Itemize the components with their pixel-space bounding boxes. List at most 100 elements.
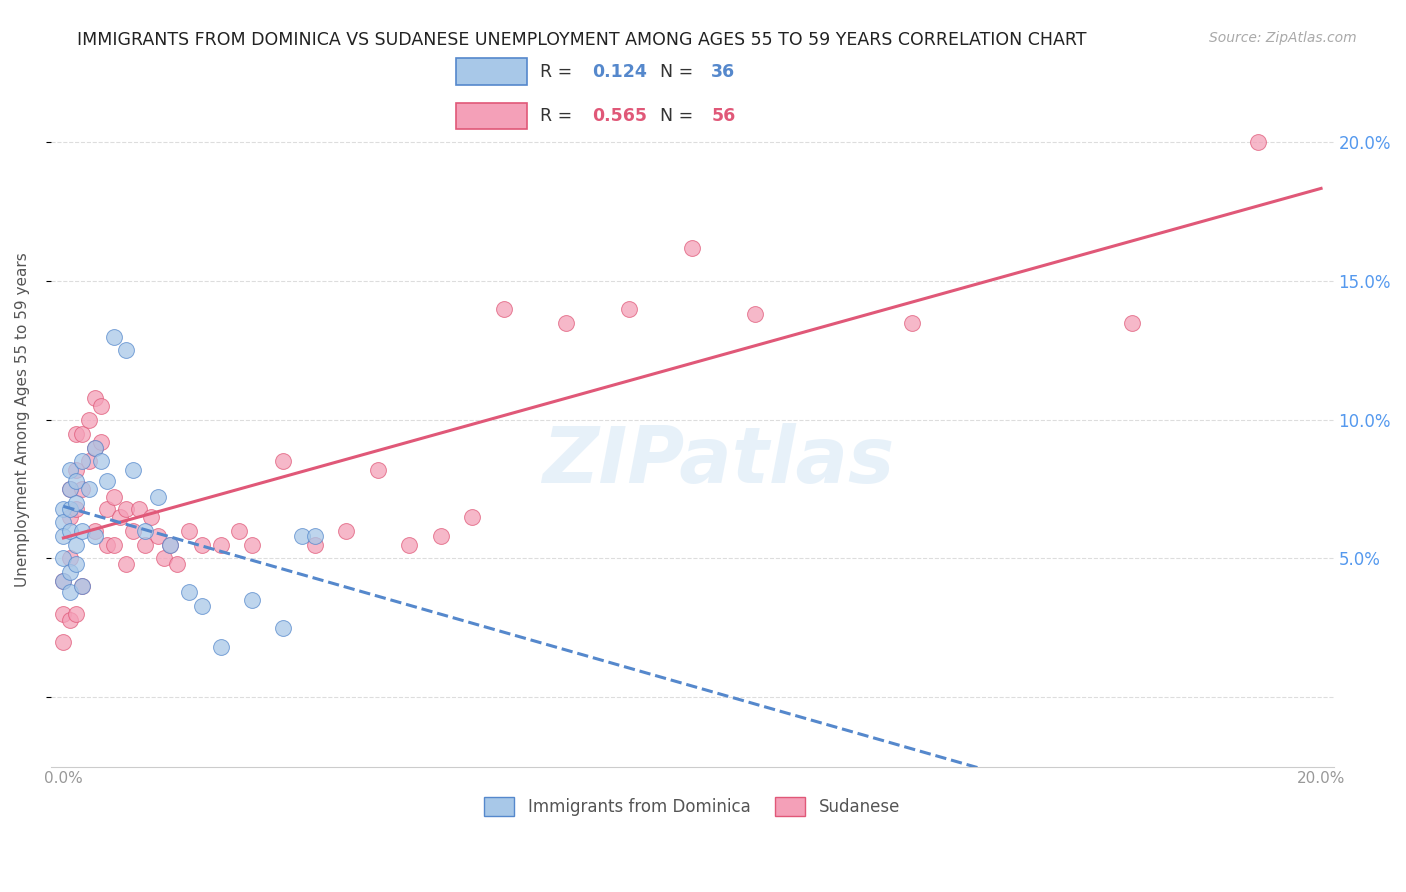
Point xyxy=(228,524,250,538)
Point xyxy=(65,426,87,441)
Point xyxy=(304,529,326,543)
Point xyxy=(179,524,201,538)
Point xyxy=(141,509,163,524)
Point xyxy=(59,584,82,599)
Text: IMMIGRANTS FROM DOMINICA VS SUDANESE UNEMPLOYMENT AMONG AGES 55 TO 59 YEARS CORR: IMMIGRANTS FROM DOMINICA VS SUDANESE UNE… xyxy=(77,31,1087,49)
Point xyxy=(146,529,169,543)
Point xyxy=(115,343,138,358)
Point xyxy=(121,524,143,538)
Text: R =: R = xyxy=(540,62,578,81)
Point xyxy=(209,640,232,655)
Text: N =: N = xyxy=(659,62,699,81)
Point xyxy=(115,501,138,516)
Text: 36: 36 xyxy=(711,62,735,81)
Point xyxy=(103,329,125,343)
Point xyxy=(72,454,94,468)
Point xyxy=(77,454,100,468)
Point xyxy=(59,524,82,538)
Point xyxy=(555,316,578,330)
Point xyxy=(461,509,484,524)
Text: Source: ZipAtlas.com: Source: ZipAtlas.com xyxy=(1209,31,1357,45)
Point xyxy=(190,538,212,552)
Point xyxy=(59,501,82,516)
Point xyxy=(77,413,100,427)
Point xyxy=(96,474,118,488)
Point xyxy=(115,557,138,571)
Point xyxy=(77,482,100,496)
Point xyxy=(1121,316,1143,330)
Point xyxy=(335,524,357,538)
Point xyxy=(83,441,105,455)
Point xyxy=(121,463,143,477)
Point xyxy=(744,307,766,321)
Point xyxy=(90,454,112,468)
Point xyxy=(190,599,212,613)
Point xyxy=(59,482,82,496)
Point xyxy=(273,454,295,468)
Point xyxy=(273,621,295,635)
Point xyxy=(146,491,169,505)
Point xyxy=(492,301,515,316)
Point xyxy=(52,551,75,566)
Point xyxy=(59,566,82,580)
FancyBboxPatch shape xyxy=(456,103,527,129)
Point xyxy=(59,509,82,524)
Point xyxy=(65,607,87,621)
FancyBboxPatch shape xyxy=(456,58,527,85)
Point xyxy=(153,551,176,566)
Point xyxy=(59,613,82,627)
Point xyxy=(128,501,150,516)
Point xyxy=(83,391,105,405)
Point xyxy=(901,316,924,330)
Point xyxy=(65,501,87,516)
Point xyxy=(619,301,641,316)
Point xyxy=(103,491,125,505)
Point xyxy=(59,482,82,496)
Point xyxy=(52,501,75,516)
Point xyxy=(83,524,105,538)
Point xyxy=(59,463,82,477)
Point xyxy=(159,538,181,552)
Point xyxy=(65,496,87,510)
Y-axis label: Unemployment Among Ages 55 to 59 years: Unemployment Among Ages 55 to 59 years xyxy=(15,252,30,587)
Point xyxy=(83,529,105,543)
Point xyxy=(429,529,451,543)
Text: 0.124: 0.124 xyxy=(592,62,647,81)
Point xyxy=(90,399,112,413)
Point xyxy=(52,607,75,621)
Point xyxy=(72,579,94,593)
Point xyxy=(367,463,389,477)
Point xyxy=(72,482,94,496)
Point xyxy=(166,557,188,571)
Point xyxy=(65,557,87,571)
Text: ZIPatlas: ZIPatlas xyxy=(541,424,894,500)
Point xyxy=(179,584,201,599)
Text: R =: R = xyxy=(540,106,578,125)
Point xyxy=(240,593,263,607)
Text: 0.565: 0.565 xyxy=(592,106,647,125)
Point xyxy=(72,426,94,441)
Text: 56: 56 xyxy=(711,106,735,125)
Point xyxy=(52,574,75,588)
Point xyxy=(52,529,75,543)
Text: N =: N = xyxy=(659,106,699,125)
Point xyxy=(52,516,75,530)
Point xyxy=(96,538,118,552)
Point xyxy=(65,463,87,477)
Point xyxy=(96,501,118,516)
Point xyxy=(90,434,112,449)
Point xyxy=(52,634,75,648)
Point xyxy=(1247,136,1270,150)
Point xyxy=(134,524,156,538)
Point xyxy=(72,524,94,538)
Point xyxy=(59,551,82,566)
Point xyxy=(159,538,181,552)
Point xyxy=(83,441,105,455)
Point xyxy=(65,474,87,488)
Point xyxy=(134,538,156,552)
Point xyxy=(291,529,314,543)
Point xyxy=(65,538,87,552)
Point xyxy=(240,538,263,552)
Point xyxy=(103,538,125,552)
Point xyxy=(72,579,94,593)
